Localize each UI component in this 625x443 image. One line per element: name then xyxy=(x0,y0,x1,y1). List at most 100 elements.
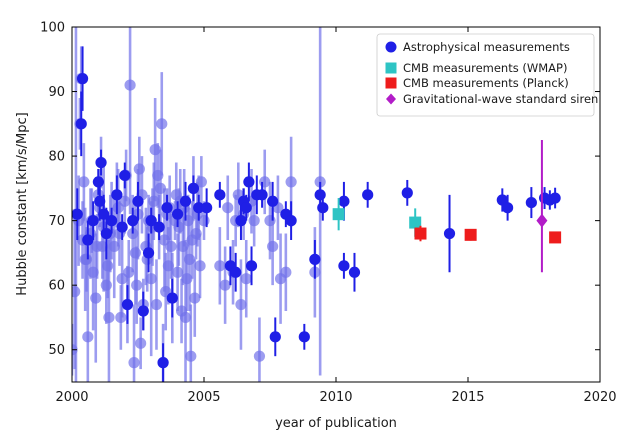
data-point-astrophysical xyxy=(172,208,184,220)
data-point-astrophysical xyxy=(98,208,110,220)
data-point-astrophysical xyxy=(248,215,260,227)
data-point-astrophysical xyxy=(189,292,201,304)
data-point-astrophysical xyxy=(177,240,189,253)
plot-area xyxy=(72,27,562,382)
data-point-astrophysical xyxy=(264,215,276,227)
data-point-astrophysical xyxy=(94,195,106,207)
data-point-astrophysical xyxy=(348,266,361,278)
data-point-astrophysical xyxy=(214,260,226,272)
x-axis-label: year of publication xyxy=(275,416,397,431)
data-point-astrophysical xyxy=(256,189,268,201)
legend: Astrophysical measurements CMB measureme… xyxy=(376,33,598,117)
data-point-astrophysical xyxy=(235,215,247,227)
data-point-astrophysical xyxy=(172,266,184,278)
x-tick-label: 2020 xyxy=(583,390,616,405)
axes: 2000 2005 2010 2015 2020 50 60 70 80 90 100 xyxy=(40,21,616,406)
data-point-planck xyxy=(549,231,562,244)
data-point-astrophysical xyxy=(87,215,99,227)
data-point-astrophysical xyxy=(124,79,136,91)
data-point-astrophysical xyxy=(309,253,321,265)
data-point-astrophysical xyxy=(267,195,279,207)
data-point-gw-siren xyxy=(536,213,548,228)
legend-label-planck: CMB measurements (Planck) xyxy=(403,76,569,90)
data-point-astrophysical xyxy=(502,202,514,214)
data-point-astrophysical xyxy=(116,221,128,233)
data-point-astrophysical xyxy=(75,118,87,130)
data-point-astrophysical xyxy=(269,331,281,343)
data-point-astrophysical xyxy=(401,187,413,199)
data-point-astrophysical xyxy=(314,189,326,201)
data-point-astrophysical xyxy=(132,195,144,207)
data-point-astrophysical xyxy=(72,286,81,298)
y-tick-label: 70 xyxy=(48,214,65,229)
data-point-astrophysical xyxy=(90,292,102,304)
data-point-astrophysical xyxy=(145,273,157,285)
data-point-astrophysical xyxy=(338,260,350,272)
legend-label-astrophysical: Astrophysical measurements xyxy=(403,40,570,54)
data-point-astrophysical xyxy=(135,337,147,349)
data-point-astrophysical xyxy=(127,215,139,227)
y-axis-label: Hubble constant [km/s/Mpc] xyxy=(15,112,30,295)
data-point-astrophysical xyxy=(195,176,207,188)
data-point-astrophysical xyxy=(148,195,160,207)
data-point-astrophysical xyxy=(115,311,127,324)
data-point-astrophysical xyxy=(245,260,258,272)
data-point-astrophysical xyxy=(179,195,192,207)
data-point-astrophysical xyxy=(78,176,90,188)
data-point-astrophysical xyxy=(131,279,143,291)
data-point-astrophysical xyxy=(362,189,374,201)
data-point-astrophysical xyxy=(214,189,226,201)
data-point-astrophysical xyxy=(280,266,292,278)
data-point-astrophysical xyxy=(338,195,350,207)
data-point-astrophysical xyxy=(137,305,149,317)
data-point-astrophysical xyxy=(129,247,141,259)
data-point-astrophysical xyxy=(76,73,89,85)
data-point-planck xyxy=(464,228,477,241)
data-point-astrophysical xyxy=(133,163,145,175)
legend-marker-wmap xyxy=(385,62,397,74)
data-point-astrophysical xyxy=(111,189,123,201)
data-point-astrophysical xyxy=(170,189,182,201)
data-point-astrophysical xyxy=(156,118,168,130)
data-point-astrophysical xyxy=(181,273,193,285)
data-point-astrophysical xyxy=(219,279,231,291)
data-point-wmap xyxy=(332,208,345,221)
y-tick-label: 100 xyxy=(40,21,65,36)
data-point-astrophysical xyxy=(123,266,135,278)
data-point-astrophysical xyxy=(145,215,157,227)
data-point-astrophysical xyxy=(235,298,247,311)
x-tick-label: 2015 xyxy=(451,390,484,405)
data-point-astrophysical xyxy=(259,176,271,188)
x-tick-label: 2005 xyxy=(187,390,220,405)
legend-marker-astrophysical xyxy=(385,41,397,53)
data-point-astrophysical xyxy=(201,202,213,214)
data-point-astrophysical xyxy=(72,208,83,220)
data-point-astrophysical xyxy=(185,350,197,362)
data-point-astrophysical xyxy=(91,240,103,253)
data-point-astrophysical xyxy=(186,234,198,246)
data-point-astrophysical xyxy=(153,221,165,233)
data-point-astrophysical xyxy=(108,240,120,253)
legend-label-wmap: CMB measurements (WMAP) xyxy=(403,61,567,75)
data-point-astrophysical xyxy=(87,266,99,278)
data-point-astrophysical xyxy=(165,240,177,253)
data-point-astrophysical xyxy=(161,202,173,214)
data-point-astrophysical xyxy=(152,169,164,182)
data-point-astrophysical xyxy=(240,273,252,285)
data-point-astrophysical xyxy=(443,227,456,240)
data-point-astrophysical xyxy=(267,240,279,253)
data-point-astrophysical xyxy=(230,266,242,278)
data-point-astrophysical xyxy=(106,215,118,227)
data-point-astrophysical xyxy=(317,202,329,214)
data-point-astrophysical xyxy=(149,144,161,156)
data-point-astrophysical xyxy=(173,221,185,233)
data-point-astrophysical xyxy=(298,331,310,343)
data-point-astrophysical xyxy=(103,311,115,324)
legend-label-gw: Gravitational-wave standard siren xyxy=(403,92,598,106)
y-tick-label: 90 xyxy=(48,85,65,100)
data-point-astrophysical xyxy=(150,298,163,311)
x-tick-label: 2000 xyxy=(55,390,88,405)
legend-box xyxy=(376,33,595,117)
data-point-astrophysical xyxy=(166,292,178,304)
